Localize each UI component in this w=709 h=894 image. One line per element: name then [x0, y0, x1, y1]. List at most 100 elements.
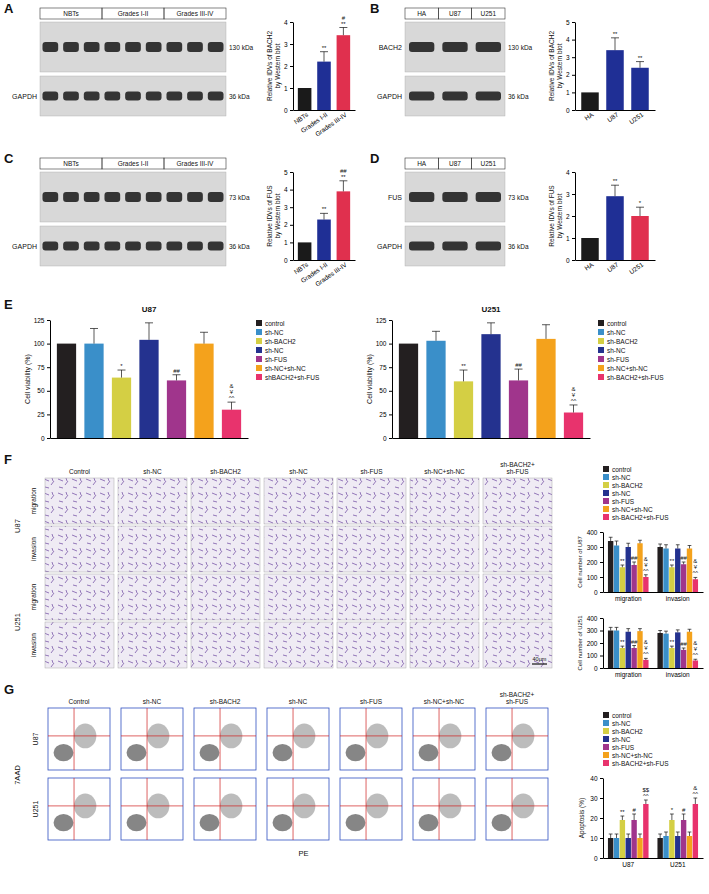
- annotations: ****####&¥^^&¥^^: [620, 639, 698, 659]
- y-tick: 0: [383, 435, 392, 442]
- y-tick-label: 4: [566, 169, 570, 176]
- error-bar: [682, 648, 686, 650]
- error-bar-stem: [660, 834, 661, 838]
- x-axis: [393, 438, 591, 439]
- significance-mark: ##: [515, 362, 522, 368]
- bar: [564, 413, 583, 438]
- y-axis: 012345: [284, 169, 294, 264]
- significance-mark: ^^: [643, 568, 649, 574]
- error-bar: [638, 629, 642, 632]
- significance-mark: **: [341, 174, 346, 180]
- flow-plot-frame: [413, 708, 475, 770]
- lane-header-box: [102, 8, 164, 19]
- micrograph: [264, 574, 333, 620]
- error-bar-stem: [615, 185, 616, 196]
- error-bar-stem: [634, 562, 635, 565]
- error-bar-stem: [628, 629, 629, 632]
- error-bar-cap: [670, 646, 674, 647]
- lane-label: Grades I-II: [118, 10, 149, 17]
- y-axis-title: by Western blot: [556, 43, 564, 88]
- bar: [337, 35, 351, 110]
- error-bar: [688, 832, 692, 836]
- western-blot: HAU87U251BACH2130 kDaGAPDH36 kDa: [377, 8, 533, 116]
- y-tick-mark: [572, 260, 575, 261]
- bar: [337, 191, 351, 260]
- y-tick-label: 25: [379, 411, 387, 418]
- legend: controlsh-NCsh-BACH2sh-NCsh-FUSsh-NC+sh-…: [598, 320, 664, 381]
- significance-mark: ##: [631, 555, 638, 561]
- blot-band: [63, 92, 79, 101]
- blot-band: [125, 192, 141, 202]
- error-bar-cap: [615, 834, 619, 835]
- error-bar-cap: [542, 324, 550, 325]
- error-bar: [670, 646, 674, 648]
- bar: [139, 340, 158, 438]
- y-tick-mark: [290, 260, 293, 261]
- flow-plot-frame: [121, 708, 183, 770]
- error-bar-stem: [343, 28, 344, 36]
- y-tick: 0: [566, 257, 575, 264]
- error-bar-stem: [695, 798, 696, 804]
- y-tick: 0: [594, 665, 603, 672]
- error-bar-stem: [660, 631, 661, 634]
- y-tick-mark: [389, 320, 392, 321]
- row-label: U87: [32, 732, 39, 745]
- error-bar-cap: [339, 27, 347, 28]
- legend-swatch: [603, 466, 609, 472]
- column-header: sh-NC: [143, 468, 162, 475]
- annotations: ****: [613, 31, 643, 61]
- y-tick-label: 1: [566, 89, 570, 96]
- error-bar-cap: [644, 800, 648, 801]
- y-tick-label: 2: [566, 213, 570, 220]
- x-axis: [51, 438, 249, 439]
- y-tick-mark: [600, 656, 603, 657]
- quadrant-line: [413, 735, 475, 736]
- bar-chart: **#**01234NBTsGrades I-IIGrades III-IVRe…: [266, 15, 356, 138]
- y-tick-label: 20: [590, 815, 598, 822]
- y-axis-title: Apoptosis (%): [578, 798, 586, 838]
- annotations: **##&¥^^: [461, 362, 576, 404]
- lane-label: HA: [417, 10, 427, 17]
- y-tick-label: 1: [566, 235, 570, 242]
- y-tick: 125: [376, 317, 392, 324]
- y-tick-mark: [47, 391, 50, 392]
- blot-band: [476, 42, 501, 52]
- flow-plot: [194, 778, 256, 840]
- significance-mark: ^^: [693, 791, 699, 797]
- error-bar-stem: [204, 332, 205, 343]
- legend-swatch: [603, 506, 609, 512]
- bar: [57, 344, 76, 438]
- y-tick-label: 300: [587, 627, 598, 634]
- blot-band: [63, 192, 79, 202]
- error-bar-stem: [689, 832, 690, 836]
- bar: [194, 344, 213, 438]
- error-bar-cap: [688, 545, 692, 546]
- error-bar-stem: [491, 323, 492, 334]
- legend-label: sh-NC: [612, 474, 631, 481]
- error-bar-stem: [324, 52, 325, 62]
- micrograph: [337, 478, 406, 524]
- protein-label: FUS: [388, 194, 402, 201]
- error-bar-stem: [231, 402, 232, 410]
- bar: [663, 634, 668, 668]
- error-bar-cap: [611, 185, 619, 186]
- legend-swatch: [603, 720, 609, 726]
- kda-label: 73 kDa: [229, 194, 250, 201]
- bar: [693, 661, 698, 669]
- micrograph: [410, 622, 479, 668]
- x-tick: migration: [615, 671, 642, 679]
- x-tick: U251: [670, 861, 686, 868]
- significance-mark: **: [670, 639, 675, 645]
- y-tick-mark: [389, 391, 392, 392]
- y-tick-label: 125: [34, 317, 45, 324]
- legend-label: control: [612, 466, 632, 473]
- error-bar: [632, 562, 636, 565]
- error-bar-cap: [676, 832, 680, 833]
- error-bar: [626, 543, 630, 547]
- error-bar-stem: [610, 834, 611, 838]
- y-tick: 3: [566, 54, 575, 61]
- micrograph: [337, 622, 406, 668]
- quadrant-line: [194, 805, 256, 806]
- cell-population: [127, 814, 147, 831]
- y-tick: 0: [594, 589, 603, 596]
